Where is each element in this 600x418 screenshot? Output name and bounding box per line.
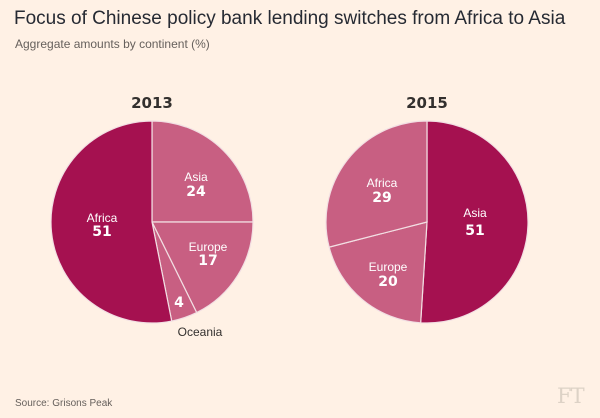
chart-subtitle: Aggregate amounts by continent (%)	[15, 37, 210, 51]
slice-label-2013-oceania: Oceania	[178, 325, 223, 339]
slice-value-2013-asia: 24	[186, 184, 206, 200]
slice-2013-africa	[50, 120, 173, 324]
slice-2013-europe	[151, 221, 254, 314]
slice-value-2013-europe: 17	[198, 253, 217, 269]
slice-value-2015-europe: 20	[378, 274, 398, 290]
chart-title: Focus of Chinese policy bank lending swi…	[14, 8, 566, 29]
source-note: Source: Grisons Peak	[15, 398, 113, 409]
slice-2013-asia	[151, 120, 254, 223]
ft-logo: FT	[557, 384, 585, 408]
slice-value-2015-asia: 51	[465, 223, 484, 239]
slice-label-2015-asia: Asia	[463, 206, 487, 220]
pie-title-2015: 2015	[406, 94, 448, 112]
pie-title-2013: 2013	[131, 94, 173, 112]
slice-label-2013-africa: Africa	[87, 211, 118, 225]
slice-2015-asia	[420, 120, 529, 324]
slice-label-2013-europe: Europe	[189, 240, 228, 254]
slice-value-2015-africa: 29	[372, 190, 391, 206]
slice-label-2013-asia: Asia	[184, 170, 208, 184]
slice-2015-africa	[325, 120, 428, 248]
slice-label-2015-africa: Africa	[367, 176, 398, 190]
slice-label-2015-europe: Europe	[369, 260, 408, 274]
slice-value-2013-oceania: 4	[174, 295, 184, 311]
slice-value-2013-africa: 51	[92, 224, 111, 240]
slice-2015-europe	[328, 221, 428, 324]
